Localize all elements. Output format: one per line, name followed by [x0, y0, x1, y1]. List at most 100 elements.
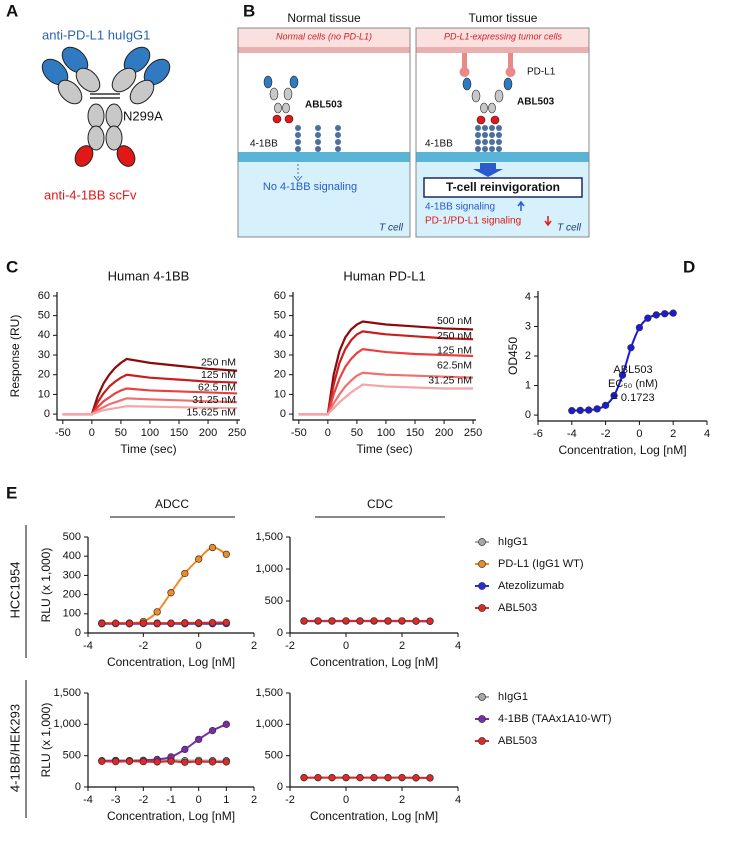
data-point	[412, 617, 420, 625]
series-label: 500 nM	[437, 315, 472, 327]
x-axis-label: Time (sec)	[120, 442, 176, 456]
x-tick-label: 150	[406, 427, 424, 439]
legend-marker	[478, 715, 486, 723]
x-tick-label: 2	[399, 640, 405, 652]
x-tick-label: -6	[533, 428, 543, 440]
x-tick-label: 2	[399, 794, 405, 806]
x-axis-label: Concentration, Log [nM]	[107, 655, 235, 669]
x-tick-label: -2	[601, 428, 611, 440]
data-point	[370, 773, 378, 782]
x-tick-label: -50	[55, 427, 71, 439]
data-point	[125, 619, 134, 628]
data-point	[398, 773, 406, 782]
y-tick-label: 60	[274, 290, 286, 302]
data-point	[222, 550, 230, 558]
series-line	[298, 347, 474, 416]
cell-type-label: T cell	[557, 223, 582, 234]
series-line	[298, 371, 474, 416]
data-point	[300, 617, 308, 625]
series-line	[101, 546, 227, 625]
series-label: 250 nM	[437, 330, 472, 342]
data-point	[222, 618, 230, 627]
data-point	[139, 757, 147, 766]
legend-marker	[478, 538, 486, 546]
data-point	[618, 371, 627, 379]
data-point	[181, 745, 189, 754]
x-tick-label: 0	[196, 640, 202, 652]
data-point	[195, 735, 203, 744]
data-point	[222, 758, 230, 766]
y-tick-label: 0	[280, 408, 286, 420]
y-tick-label: 500	[63, 750, 81, 762]
axis-line	[289, 693, 458, 788]
data-point	[195, 619, 203, 627]
y-tick-label: 60	[38, 290, 50, 302]
data-point	[426, 617, 434, 625]
y-tick-label: 0	[277, 627, 283, 639]
x-tick-label: 50	[351, 427, 363, 439]
x-tick-label: 0	[325, 427, 331, 439]
data-point	[412, 774, 420, 782]
legend-marker	[478, 582, 486, 590]
y-tick-label: 1	[525, 379, 531, 391]
normal-tissue-box	[237, 27, 411, 238]
column-header: CDC	[367, 497, 393, 511]
data-point	[669, 309, 677, 317]
signal-label: 4-1BB signaling	[425, 202, 495, 213]
antibody-diagram	[41, 46, 171, 167]
x-tick-label: 200	[199, 427, 217, 439]
x-tick-label: 100	[377, 427, 395, 439]
antibody-label: anti-PD-L1 huIgG1	[42, 27, 150, 42]
y-tick-label: 1,500	[255, 687, 283, 699]
data-point	[576, 406, 584, 415]
x-axis-label: Time (sec)	[356, 442, 412, 456]
data-point	[167, 757, 175, 765]
data-point	[585, 406, 593, 414]
legend-marker	[478, 560, 486, 568]
series-line	[298, 330, 474, 416]
y-tick-label: 50	[274, 310, 286, 322]
panel-label: A	[6, 1, 18, 20]
x-tick-label: 150	[170, 427, 188, 439]
data-point	[167, 619, 175, 627]
legend-marker	[478, 604, 486, 612]
data-point	[356, 774, 364, 782]
cell-label: PD-L1-expressing tumor cells	[444, 31, 563, 41]
y-tick-label: 10	[274, 388, 286, 400]
legend-label: ABL503	[498, 602, 537, 614]
data-point	[208, 758, 217, 766]
y-tick-label: 40	[274, 329, 286, 341]
y-tick-label: 500	[63, 531, 81, 543]
series-line	[101, 723, 227, 762]
axis-line	[87, 693, 254, 788]
data-point	[644, 314, 652, 322]
data-point	[635, 323, 644, 332]
y-tick-label: 1,500	[255, 531, 283, 543]
data-point	[568, 407, 576, 415]
x-tick-label: 50	[115, 427, 127, 439]
legend-label: Atezolizumab	[498, 580, 564, 592]
legend-label: hIgG1	[498, 691, 528, 703]
x-tick-label: 4	[455, 794, 461, 806]
data-point	[181, 619, 189, 627]
x-tick-label: 4	[455, 640, 461, 652]
receptor-label: 4-1BB	[250, 139, 278, 150]
y-tick-label: 300	[63, 569, 81, 581]
x-tick-label: 0	[636, 428, 642, 440]
x-tick-label: 2	[670, 428, 676, 440]
legend-label: ABL503	[498, 735, 537, 747]
x-tick-label: 200	[435, 427, 453, 439]
y-tick-label: 0	[75, 781, 81, 793]
data-point	[153, 619, 161, 628]
data-point	[370, 617, 378, 625]
x-tick-label: 2	[251, 640, 257, 652]
y-tick-label: 10	[38, 388, 50, 400]
data-point	[139, 619, 147, 627]
data-point	[328, 617, 336, 625]
y-tick-label: 0	[525, 409, 531, 421]
y-tick-label: 500	[265, 750, 283, 762]
y-tick-label: 0	[75, 627, 81, 639]
legend-marker	[478, 737, 486, 745]
y-tick-label: 1,000	[255, 563, 283, 575]
